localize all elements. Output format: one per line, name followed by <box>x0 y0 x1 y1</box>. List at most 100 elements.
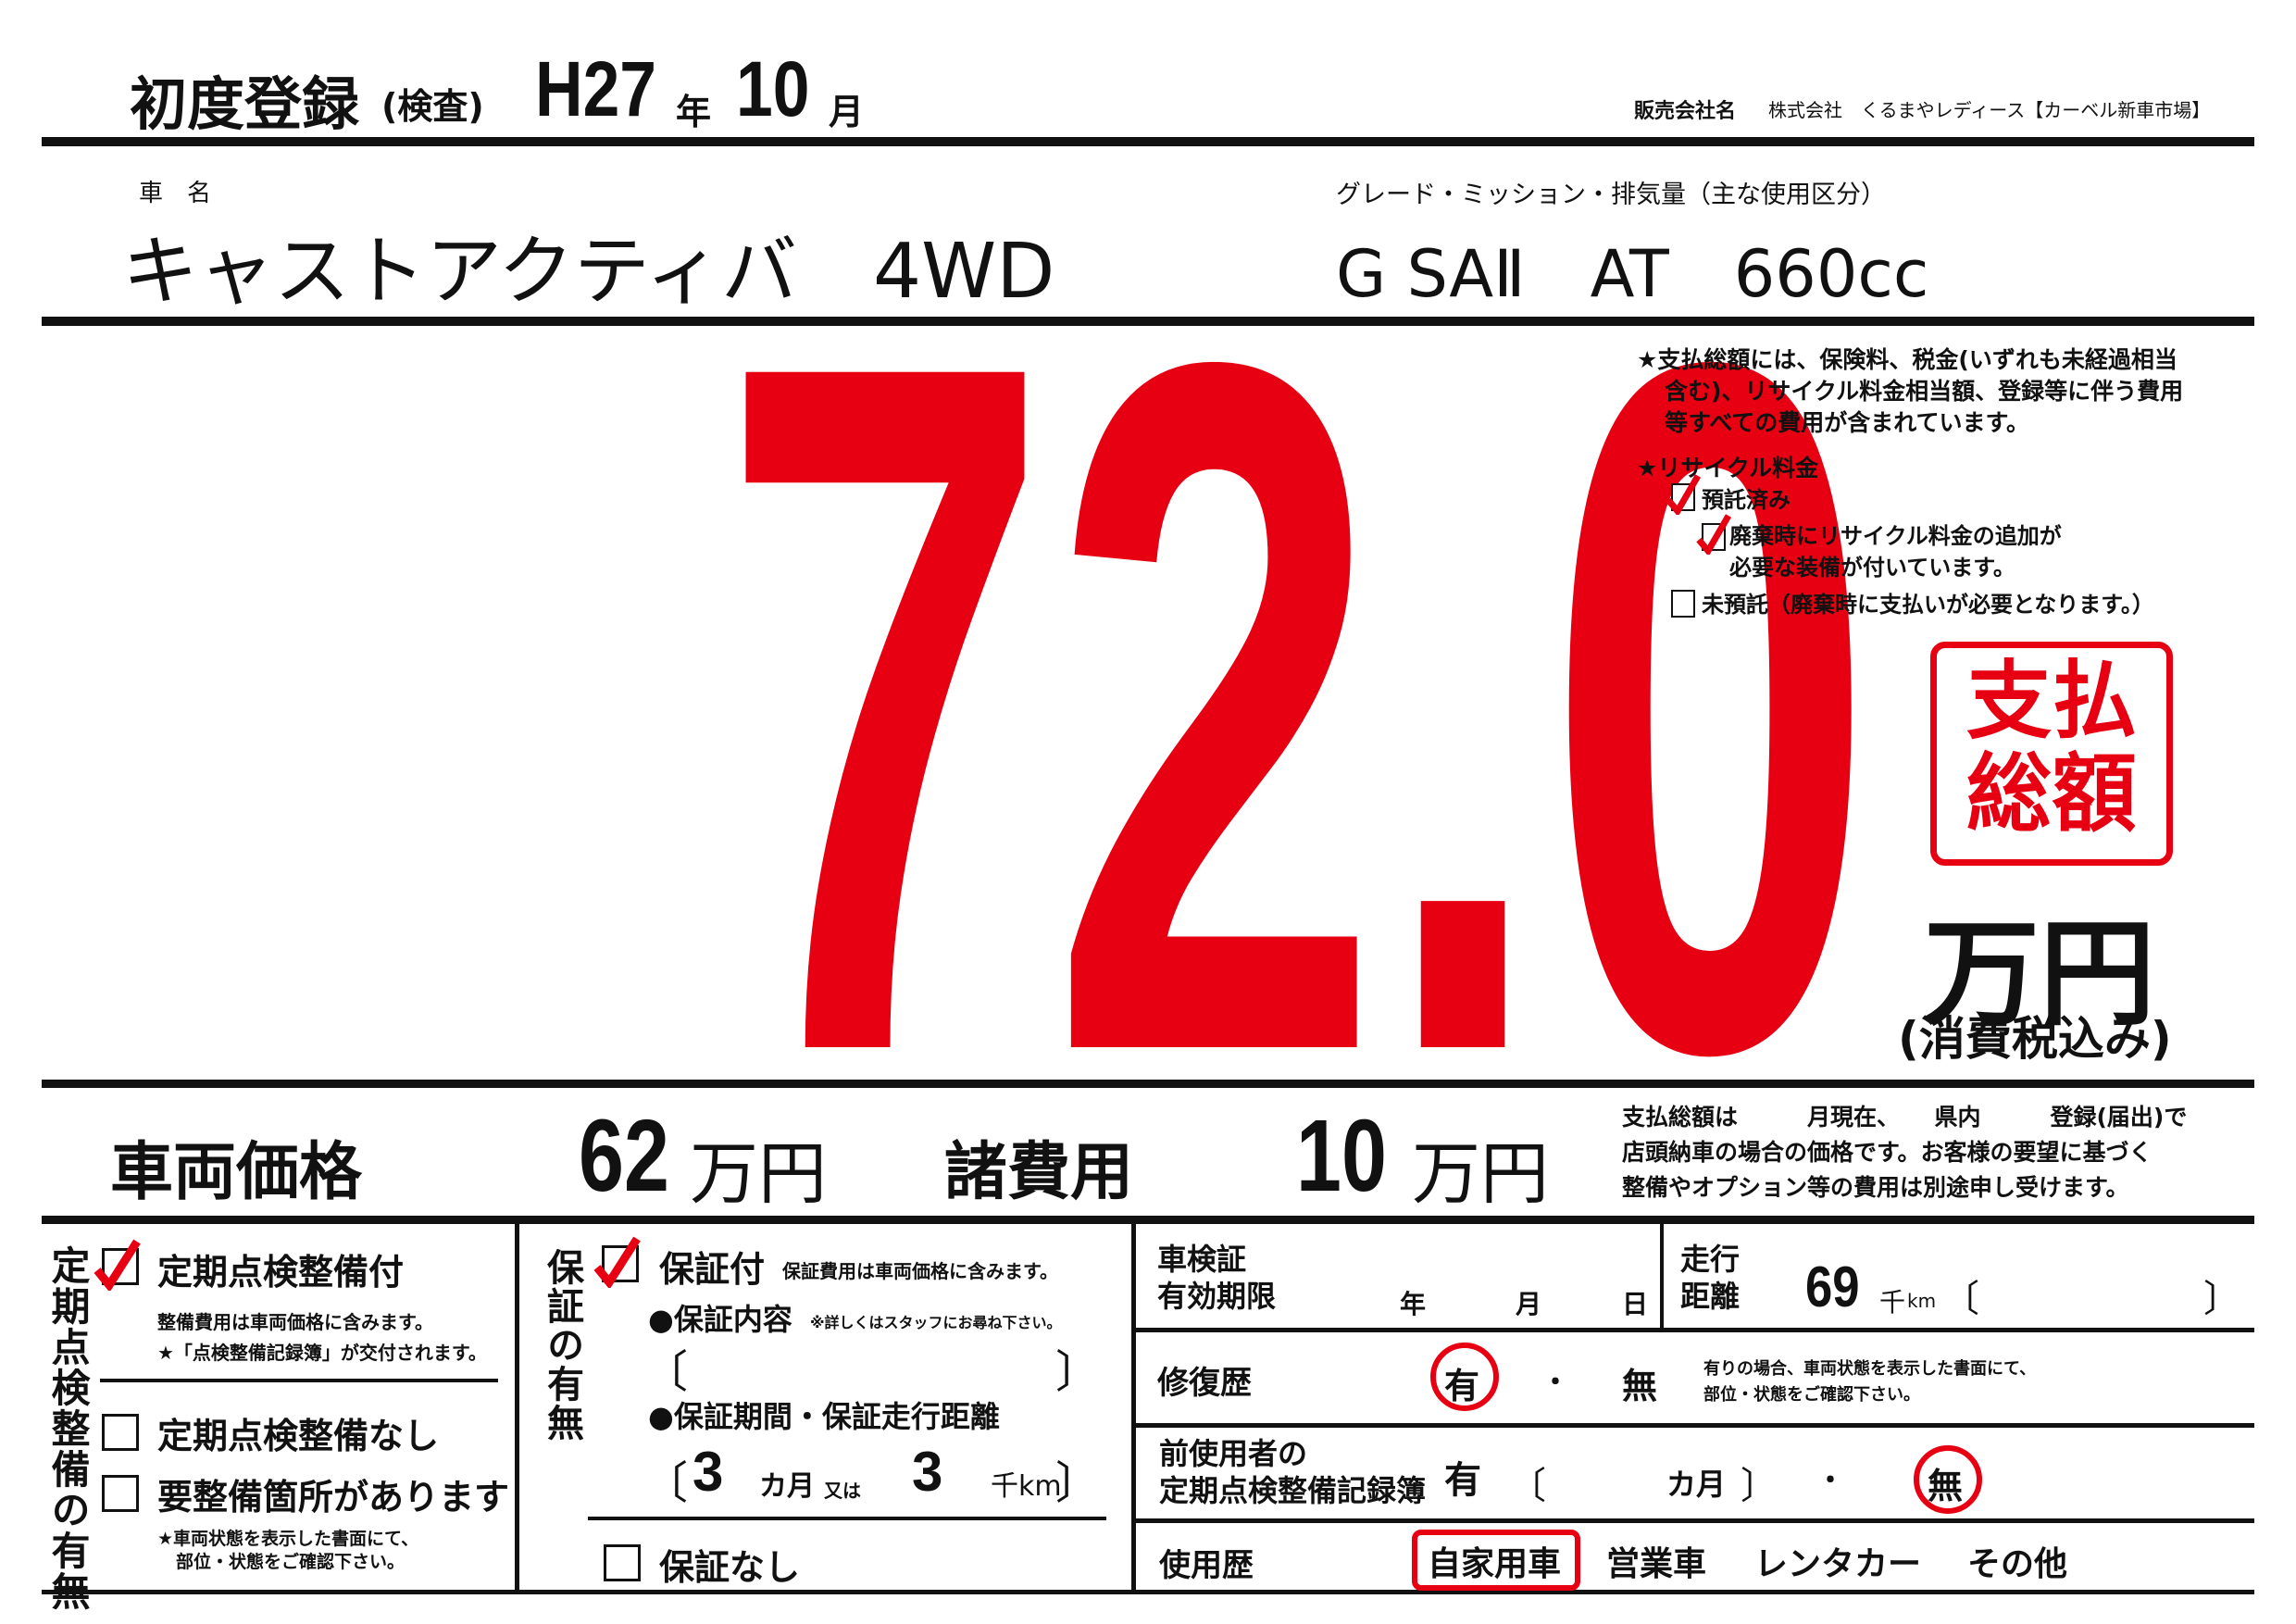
warranty-without-label: 保証なし <box>659 1547 801 1588</box>
recycle-title: ★リサイクル料金 <box>1637 455 1819 481</box>
bracket-close: 〕 <box>1741 1465 1778 1507</box>
usage-selected-box <box>1412 1530 1580 1591</box>
first-registration-label: 初度登録 <box>130 70 360 138</box>
total-badge: 支払 総額 <box>1930 642 2173 866</box>
month-unit: 月 <box>829 92 865 132</box>
usage-option[interactable]: 営業車 <box>1606 1545 1707 1583</box>
warranty-distance: 3 <box>912 1441 943 1503</box>
usage-label: 使用歴 <box>1159 1547 1254 1584</box>
divider <box>42 1590 2254 1594</box>
disclaimer-line: 店頭納車の場合の価格です。お客様の要望に基づく <box>1622 1139 2152 1166</box>
price-disclaimer: 支払総額は 月現在、 県内 登録(届出)で 店頭納車の場合の価格です。お客様の要… <box>1622 1100 2187 1206</box>
year-unit: 年 <box>676 92 712 132</box>
warranty-with-label: 保証付 <box>659 1249 766 1290</box>
recycle-deposited-label: 預託済み <box>1702 487 1791 513</box>
warranty-title: 保証の有無 <box>541 1248 583 1443</box>
needs-service-label: 要整備箇所があります <box>157 1477 510 1518</box>
badge-line: 支払 <box>1965 652 2137 751</box>
usage-option[interactable]: レンタカー <box>1754 1545 1922 1583</box>
mileage-unit: 千 <box>1879 1287 1906 1318</box>
recycle-extra-label: 廃棄時にリサイクル料金の追加が 必要な装備が付いています。 <box>1729 520 2062 583</box>
warranty-distance-unit: 千km <box>991 1470 1062 1503</box>
mileage-label: 走行 距離 <box>1680 1241 1740 1315</box>
fees-value: 10 <box>1296 1099 1387 1213</box>
seller-label: 販売会社名 <box>1634 100 1737 123</box>
record-no[interactable]: 無 <box>1928 1466 1964 1506</box>
grade-value: G SAⅡ AT 660cc <box>1336 236 1929 312</box>
shaken-label-line: 車検証 <box>1157 1242 1247 1277</box>
vehicle-price-unit: 万円 <box>690 1134 827 1214</box>
warranty-content-label: ●保証内容 <box>648 1302 792 1337</box>
inspection-without-label: 定期点検整備なし <box>157 1416 440 1456</box>
recycle-not-deposited-checkbox[interactable] <box>1671 590 1695 618</box>
record-label-line: 定期点検整備記録簿 <box>1159 1473 1427 1508</box>
repair-yes[interactable]: 有 <box>1444 1366 1480 1406</box>
recycle-extra-line: 廃棄時にリサイクル料金の追加が <box>1729 523 2062 549</box>
needs-service-checkbox[interactable] <box>102 1475 139 1512</box>
vehicle-price-label: 車両価格 <box>110 1136 363 1209</box>
inspection-title: 定期点検整備の有無 <box>45 1245 91 1612</box>
repair-no[interactable]: 無 <box>1622 1366 1658 1406</box>
bracket-open: 〔 <box>1509 1465 1546 1507</box>
grade-label: グレード・ミッション・排気量（主な使用区分） <box>1336 181 1886 209</box>
shaken-day-unit: 日 <box>1622 1289 1649 1319</box>
record-label: 前使用者の 定期点検整備記録簿 <box>1159 1435 1426 1509</box>
shaken-month-unit: 月 <box>1516 1289 1542 1319</box>
fees-unit: 万円 <box>1412 1134 1549 1214</box>
inspection-without-checkbox[interactable] <box>102 1414 139 1451</box>
divider <box>1134 1423 2254 1428</box>
car-name-label: 車 名 <box>139 180 212 207</box>
warranty-months-unit: カ月 <box>759 1470 815 1503</box>
divider <box>42 1080 2254 1088</box>
separator-dot: ・ <box>1541 1367 1569 1399</box>
recycle-extra-line: 必要な装備が付いています。 <box>1729 555 2015 581</box>
warranty-with-note: 保証費用は車両価格に含みます。 <box>782 1260 1058 1282</box>
fees-label: 諸費用 <box>944 1136 1134 1209</box>
needs-service-note: 部位・状態をご確認下さい。 <box>176 1552 406 1572</box>
registration-year: H27 <box>535 45 656 132</box>
disclaimer-line: 支払総額は 月現在、 県内 登録(届出)で <box>1622 1104 2188 1131</box>
repair-note-line: 部位・状態をご確認下さい。 <box>1703 1385 1920 1405</box>
warranty-period-label: ●保証期間・保証走行距離 <box>648 1399 1000 1434</box>
divider <box>588 1517 1106 1520</box>
divider <box>1134 1328 2254 1332</box>
disclaimer-line: 整備やオプション等の費用は別途申し受けます。 <box>1622 1174 2129 1201</box>
total-note-line: 含む)、リサイクル料金相当額、登録等に伴う費用 <box>1665 378 2184 405</box>
registration-month: 10 <box>736 45 810 132</box>
tax-note: (消費税込み) <box>1898 1012 2172 1066</box>
mileage-label-line: 距離 <box>1680 1279 1741 1314</box>
repair-selected-circle <box>1430 1343 1499 1411</box>
record-label-line: 前使用者の <box>1159 1436 1308 1471</box>
divider <box>42 317 2254 326</box>
usage-option[interactable]: その他 <box>1967 1545 2068 1583</box>
divider <box>1131 1222 1136 1593</box>
first-registration-sub: (検査) <box>381 86 484 127</box>
separator-dot: ・ <box>1816 1465 1844 1497</box>
shaken-label: 車検証 有効期限 <box>1157 1241 1276 1315</box>
mileage-unit-km: km <box>1907 1290 1937 1312</box>
bracket-close: 〕 <box>1055 1346 1101 1398</box>
record-selected-circle <box>1914 1445 1982 1514</box>
warranty-without-checkbox[interactable] <box>604 1544 641 1581</box>
usage-option[interactable]: 自家用車 <box>1428 1545 1562 1583</box>
checkmark-icon <box>94 1239 141 1291</box>
mileage-label-line: 走行 <box>1680 1242 1741 1277</box>
warranty-content-note: ※詳しくはスタッフにお尋ね下さい。 <box>810 1314 1062 1331</box>
seller-name: 株式会社 くるまやレディース【カーベル新車市場】 <box>1768 99 2211 121</box>
divider <box>42 1216 2254 1224</box>
record-months-unit: カ月 <box>1666 1467 1727 1502</box>
record-yes[interactable]: 有 <box>1444 1459 1481 1502</box>
divider <box>100 1379 498 1382</box>
vehicle-price: 62 <box>579 1099 669 1213</box>
total-note-line: ★支払総額には、保険料、税金(いずれも未経過相当 <box>1637 346 2177 373</box>
warranty-or: 又は <box>824 1480 861 1502</box>
price-unit: 万円 <box>1924 907 2155 1042</box>
repair-label: 修復歴 <box>1157 1365 1252 1402</box>
bracket-open: 〔 <box>643 1346 689 1398</box>
bracket-open: 〔 <box>1942 1278 1979 1320</box>
warranty-months: 3 <box>693 1441 724 1503</box>
mileage-value: 69 <box>1805 1255 1860 1319</box>
total-note-line: 等すべての費用が含まれています。 <box>1665 409 2030 436</box>
